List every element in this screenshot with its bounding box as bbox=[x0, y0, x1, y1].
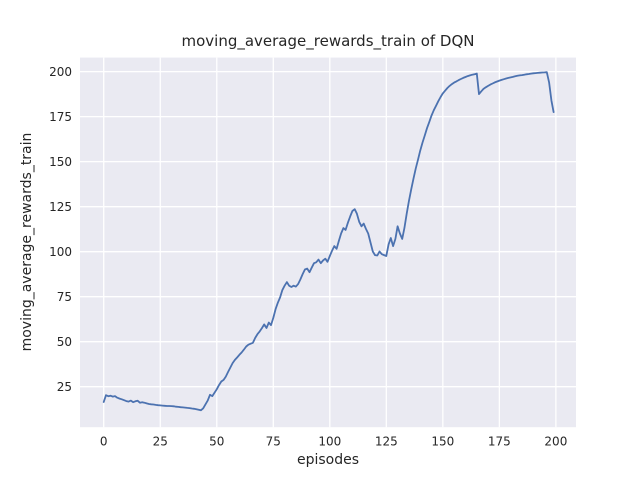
x-tick-label: 25 bbox=[153, 435, 168, 449]
x-tick-label: 175 bbox=[488, 435, 511, 449]
x-tick-label: 75 bbox=[266, 435, 281, 449]
chart-title: moving_average_rewards_train of DQN bbox=[181, 32, 475, 50]
y-tick-label: 75 bbox=[57, 290, 72, 304]
y-tick-label: 175 bbox=[49, 110, 72, 124]
y-tick-label: 150 bbox=[49, 155, 72, 169]
y-tick-label: 100 bbox=[49, 245, 72, 259]
y-tick-label: 125 bbox=[49, 200, 72, 214]
y-axis-label: moving_average_rewards_train bbox=[19, 132, 35, 352]
x-tick-label: 50 bbox=[209, 435, 224, 449]
x-tick-label: 0 bbox=[100, 435, 108, 449]
x-tick-label: 150 bbox=[431, 435, 454, 449]
y-tick-label: 25 bbox=[57, 380, 72, 394]
data-line bbox=[102, 71, 555, 412]
plot-area bbox=[80, 57, 576, 428]
x-tick-label: 100 bbox=[318, 435, 341, 449]
x-tick-label: 125 bbox=[375, 435, 398, 449]
x-tick-label: 200 bbox=[544, 435, 567, 449]
y-tick-label: 200 bbox=[49, 65, 72, 79]
x-axis-label: episodes bbox=[296, 452, 360, 468]
y-tick-label: 50 bbox=[57, 335, 72, 349]
